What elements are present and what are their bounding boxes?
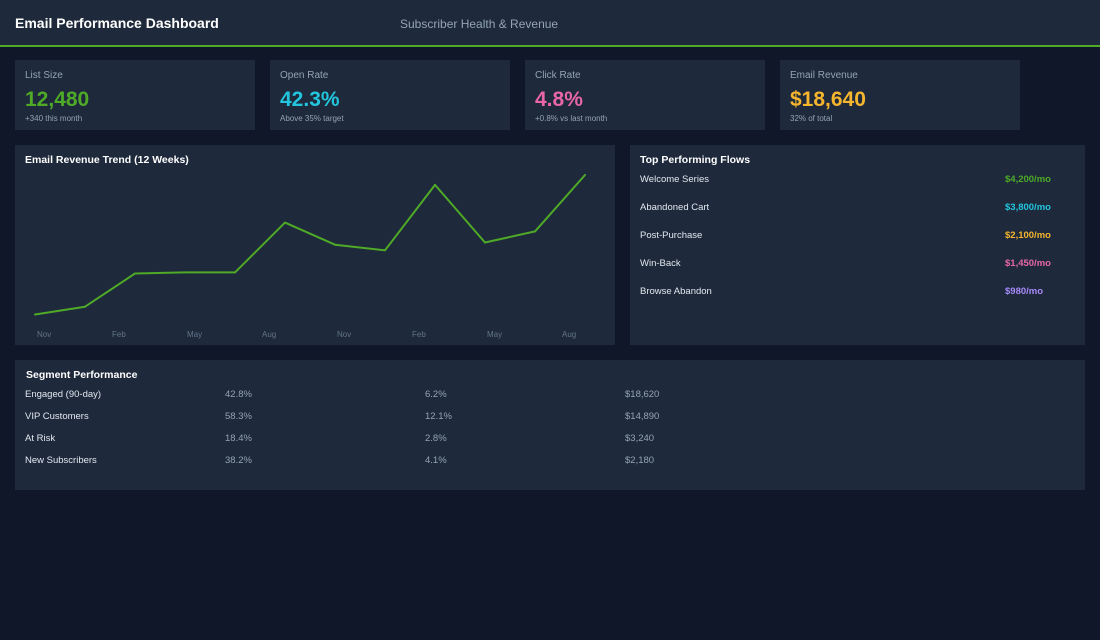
segment-revenue: $14,890 [625, 411, 660, 422]
flow-row[interactable]: Post-Purchase $2,100/mo [640, 230, 1060, 246]
segment-click-rate: 4.1% [425, 455, 447, 466]
kpi-label: List Size [25, 70, 63, 81]
data-point [184, 271, 186, 274]
flow-name: Post-Purchase [640, 230, 703, 241]
flow-name: Abandoned Cart [640, 202, 710, 213]
flow-value: $1,450/mo [1005, 258, 1051, 269]
kpi-subtext: +0.8% vs last month [535, 114, 608, 123]
flow-name: Browse Abandon [640, 286, 712, 297]
flow-row[interactable]: Abandoned Cart $3,800/mo [640, 202, 1060, 218]
data-point [534, 230, 536, 233]
kpi-label: Open Rate [280, 70, 329, 81]
table-row[interactable]: Engaged (90-day) 42.8% 6.2% $18,620 [25, 389, 1075, 405]
panel-title: Top Performing Flows [640, 154, 751, 166]
kpi-card-email-revenue: Email Revenue $18,640 32% of total [780, 60, 1020, 130]
x-tick-label: May [187, 330, 202, 339]
flow-row[interactable]: Browse Abandon $980/mo [640, 286, 1060, 302]
revenue-trend-panel: Nov Feb May Aug Nov Feb May Aug Email Revenue T… [15, 145, 615, 345]
page-title: Email Performance Dashboard [15, 15, 219, 31]
segment-revenue: $2,180 [625, 455, 655, 466]
segment-open-rate: 58.3% [225, 411, 252, 422]
top-bar: Email Performance Dashboard Subscriber H… [0, 0, 1100, 47]
kpi-label: Click Rate [535, 70, 581, 81]
kpi-label: Email Revenue [790, 70, 858, 81]
data-point [34, 313, 36, 316]
segment-name: Engaged (90-day) [25, 389, 102, 400]
x-tick-label: Feb [112, 330, 126, 339]
flow-name: Win-Back [640, 258, 681, 269]
segment-open-rate: 42.8% [225, 389, 252, 400]
segment-open-rate: 18.4% [225, 433, 252, 444]
x-tick-label: Aug [262, 330, 276, 339]
top-flows-panel: Top Performing Flows Welcome Series $4,2… [630, 145, 1085, 345]
page-subtitle: Subscriber Health & Revenue [400, 17, 559, 31]
data-point [584, 173, 586, 176]
flow-name: Welcome Series [640, 174, 709, 185]
revenue-series-line [34, 174, 586, 316]
flow-value: $3,800/mo [1005, 202, 1051, 213]
data-point [334, 243, 336, 246]
x-tick-label: Aug [562, 330, 576, 339]
flow-value: $980/mo [1005, 286, 1044, 297]
flow-row[interactable]: Win-Back $1,450/mo [640, 258, 1060, 274]
segment-click-rate: 12.1% [425, 411, 452, 422]
x-tick-label: Feb [412, 330, 426, 339]
kpi-subtext: +340 this month [25, 114, 83, 123]
x-tick-label: Nov [37, 330, 51, 339]
revenue-trend-chart: Nov Feb May Aug Nov Feb May Aug [34, 173, 586, 339]
data-point [84, 305, 86, 308]
kpi-value: 12,480 [25, 88, 90, 111]
segment-name: At Risk [25, 433, 56, 444]
flow-row[interactable]: Welcome Series $4,200/mo [640, 174, 1060, 190]
table-row[interactable]: At Risk 18.4% 2.8% $3,240 [25, 433, 1075, 449]
x-tick-label: Nov [337, 330, 351, 339]
kpi-card-click-rate: Click Rate 4.8% +0.8% vs last month [525, 60, 765, 130]
segment-click-rate: 6.2% [425, 389, 447, 400]
segment-revenue: $18,620 [625, 389, 660, 400]
data-point [134, 272, 136, 275]
segment-name: VIP Customers [25, 411, 89, 422]
kpi-subtext: 32% of total [790, 114, 833, 123]
segment-click-rate: 2.8% [425, 433, 447, 444]
kpi-value: $18,640 [790, 88, 866, 111]
data-point [284, 221, 286, 224]
table-row[interactable]: VIP Customers 58.3% 12.1% $14,890 [25, 411, 1075, 427]
flow-value: $4,200/mo [1005, 174, 1051, 185]
kpi-value: 4.8% [535, 88, 583, 111]
data-point [384, 249, 386, 252]
segment-revenue: $3,240 [625, 433, 655, 444]
kpi-value: 42.3% [280, 88, 340, 111]
data-point [484, 241, 486, 244]
chart-title: Email Revenue Trend (12 Weeks) [25, 154, 189, 166]
data-point [434, 183, 436, 186]
table-row[interactable]: New Subscribers 38.2% 4.1% $2,180 [25, 455, 1075, 471]
panel-title: Segment Performance [26, 369, 138, 381]
segment-open-rate: 38.2% [225, 455, 252, 466]
x-tick-label: May [487, 330, 502, 339]
kpi-card-list-size: List Size 12,480 +340 this month [15, 60, 255, 130]
kpi-card-open-rate: Open Rate 42.3% Above 35% target [270, 60, 510, 130]
segment-name: New Subscribers [25, 455, 97, 466]
segment-performance-panel: Segment Performance Engaged (90-day) 42.… [15, 360, 1085, 490]
data-point [234, 271, 236, 274]
kpi-subtext: Above 35% target [280, 114, 344, 123]
flow-value: $2,100/mo [1005, 230, 1051, 241]
